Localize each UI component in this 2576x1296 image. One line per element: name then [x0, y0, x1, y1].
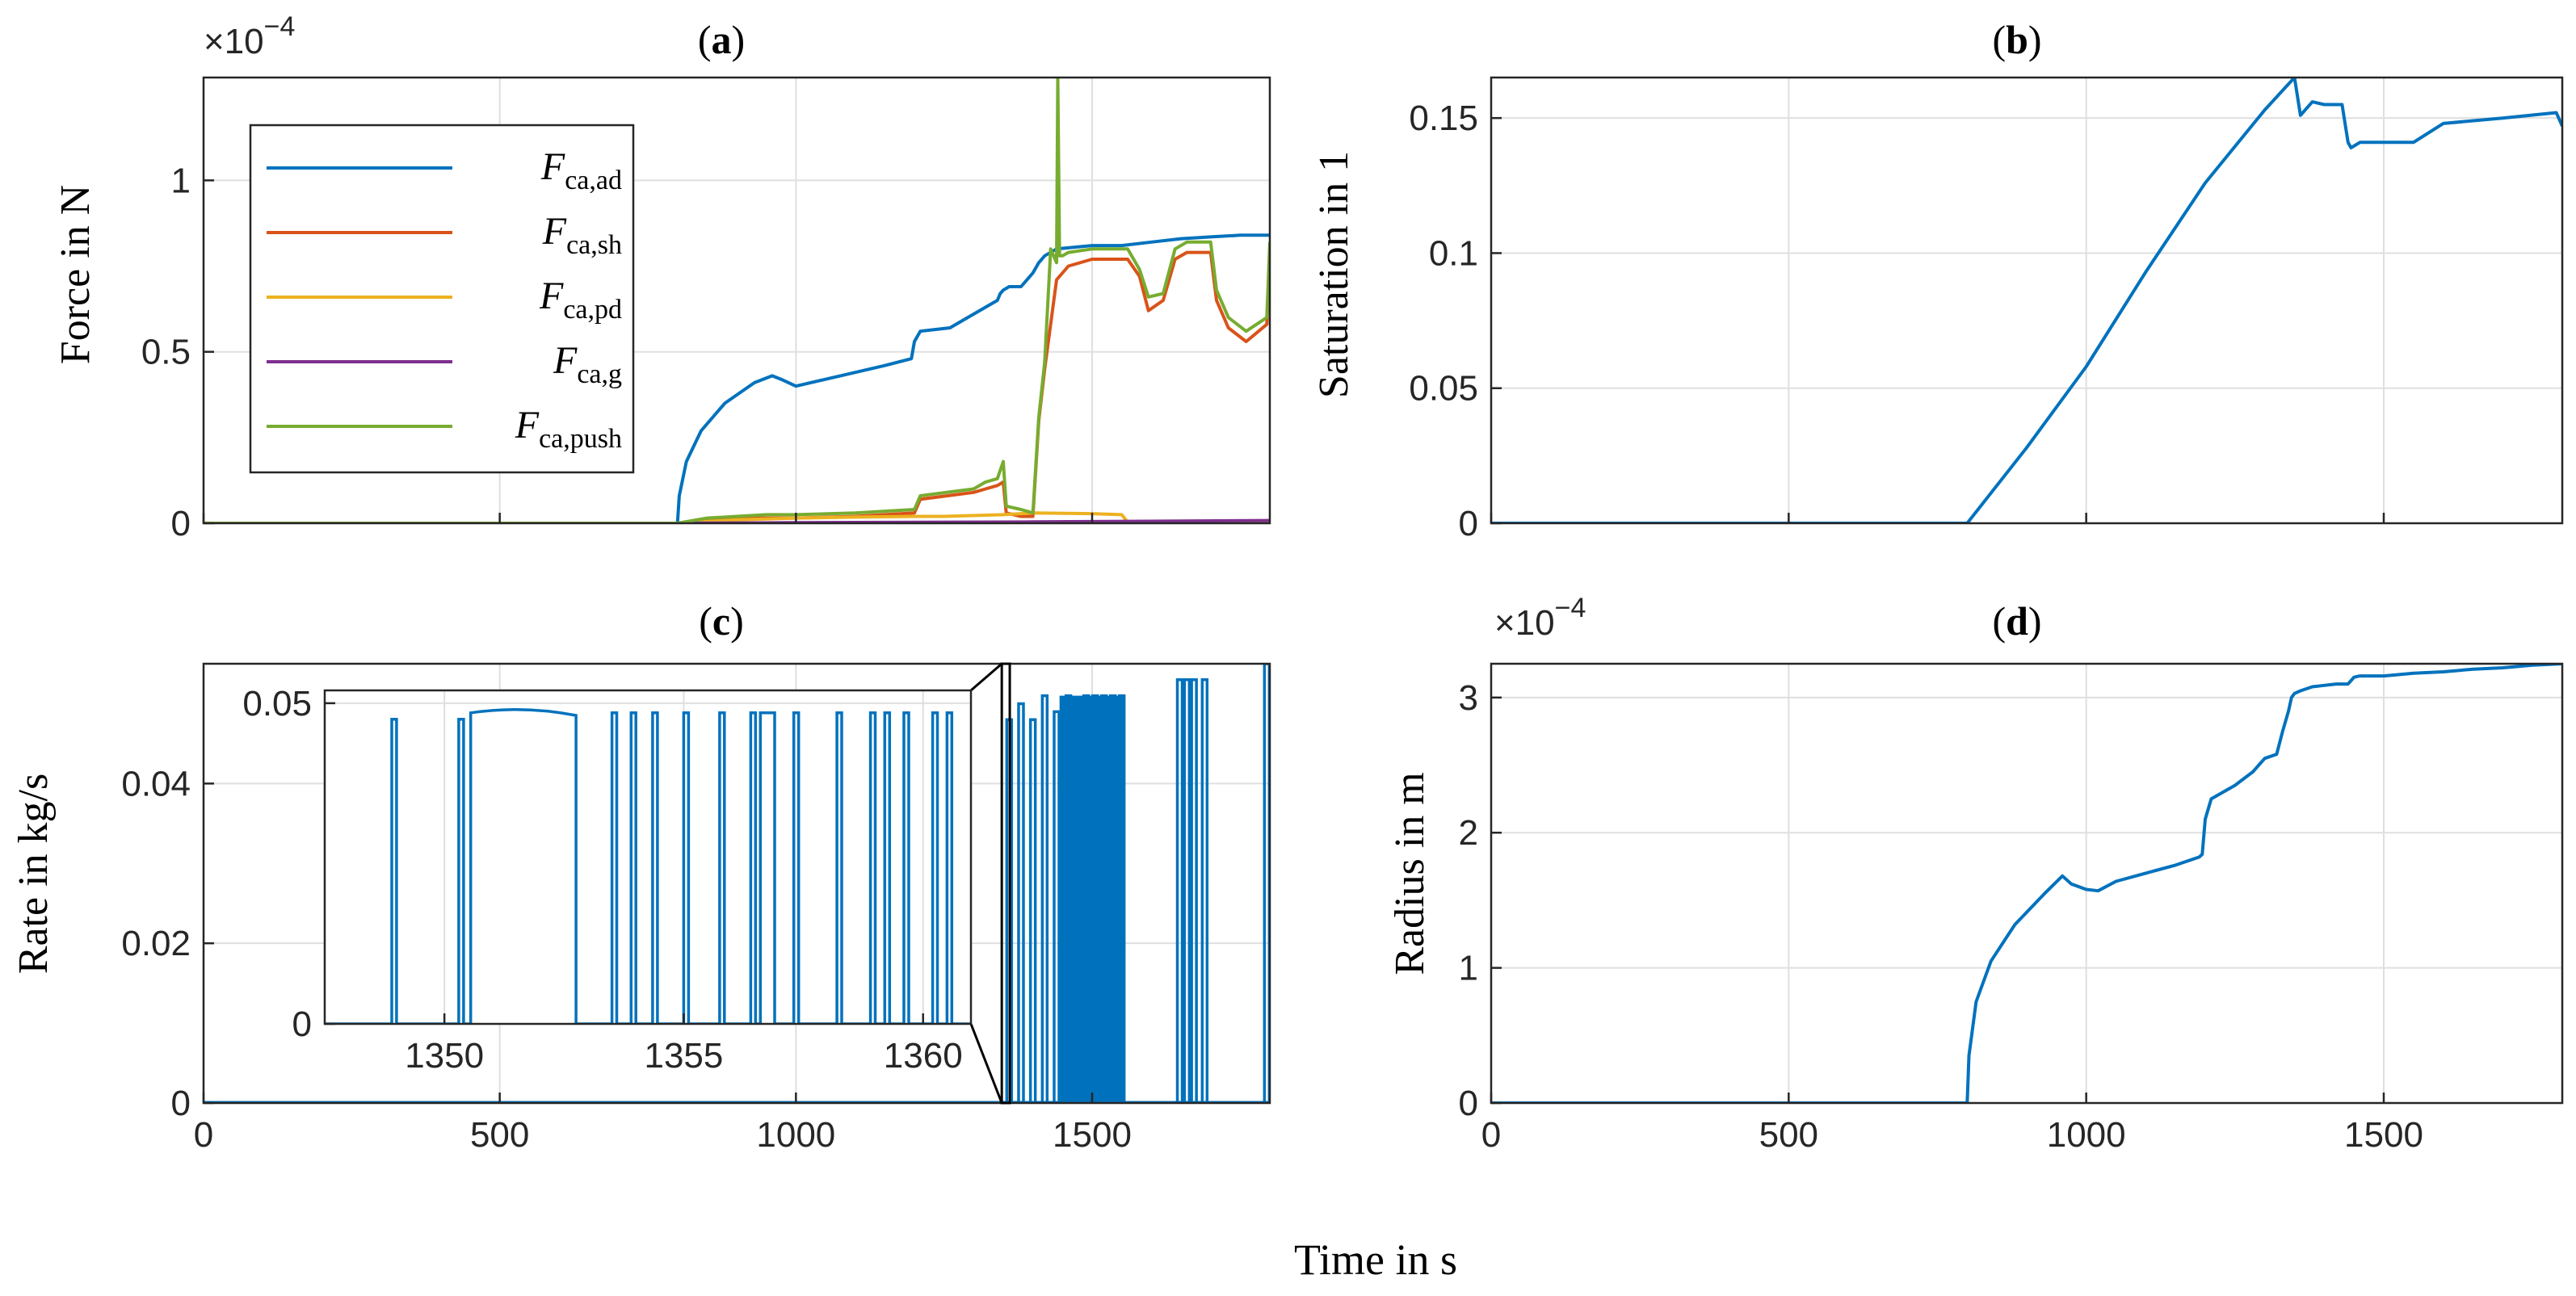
panel-a-ylabel: Force in N	[53, 185, 99, 364]
panel-a-ytick-label: 0	[171, 504, 191, 543]
panel-c-pulse	[1108, 694, 1117, 1103]
panel-c-pulse	[1117, 694, 1126, 1103]
panel-d-ytick-label: 2	[1459, 813, 1478, 853]
panel-a-axes-box	[202, 76, 1271, 525]
panel-b-axes-box	[1490, 76, 2564, 525]
zoom-region-box	[1000, 662, 1011, 1105]
panel-c-pulse	[1064, 694, 1073, 1103]
legend: Fca,ad Fca,sh Fca,pd Fca,g Fca,push	[249, 124, 635, 474]
panel-b-ytick-label: 0.15	[1409, 99, 1478, 138]
zoom-connector-top	[970, 662, 1003, 692]
panel-a-series-ca-ad	[204, 233, 1270, 523]
panel-c-pulse	[1053, 710, 1061, 1103]
x-axis-label: Time in s	[1294, 1235, 1457, 1284]
panel-c-ytick-label: 0.02	[121, 924, 191, 963]
panel-b-ytick-label: 0	[1459, 504, 1478, 543]
panel-b: 0 0.05 0.1 0.15	[1409, 76, 2564, 543]
panel-d-ytick-label: 0	[1459, 1084, 1478, 1123]
panel-c-pulse	[1183, 678, 1191, 1103]
panel-a: 00.51	[141, 76, 1271, 543]
panel-c-pulse	[1099, 694, 1108, 1103]
panel-c-ylabel: Rate in kg/s	[11, 774, 57, 974]
zoom-connector-bottom	[969, 1023, 1003, 1104]
panel-b-ytick-label: 0.1	[1429, 233, 1478, 273]
legend-label-ca-sh: Fca,sh	[542, 210, 622, 260]
panel-c-pulse	[1263, 664, 1270, 1103]
panel-c-title: (c)	[699, 598, 744, 644]
panel-a-series-ca-pd	[204, 511, 1270, 523]
inset-xtick-label: 1355	[644, 1036, 723, 1076]
panel-c-axes-box	[202, 662, 1271, 1105]
panel-c-pulse	[1200, 678, 1209, 1103]
panel-d-ytick-label: 1	[1459, 949, 1478, 988]
panel-d-title: (d)	[1992, 598, 2041, 644]
panel-a-ytick-label: 1	[171, 161, 191, 200]
panel-c-pulse	[1028, 718, 1037, 1103]
panel-d-ytick-label: 3	[1459, 678, 1478, 718]
panel-c-xtick-label: 500	[470, 1115, 529, 1155]
panel-c-pulse	[1073, 702, 1082, 1103]
panel-d-axes-box	[1490, 662, 2564, 1105]
legend-label-ca-g: Fca,g	[553, 339, 622, 389]
panel-b-title: (b)	[1992, 17, 2041, 62]
panel-d-xtick-label: 0	[1481, 1115, 1501, 1155]
panel-c-ytick-label: 0.04	[121, 764, 191, 803]
inset-rate-series	[325, 707, 971, 1024]
legend-label-ca-ad: Fca,ad	[540, 145, 622, 195]
panel-c-pulse	[1175, 678, 1184, 1103]
panel-c-pulse	[1082, 694, 1090, 1103]
panel-d-multiplier: ×10−4	[1494, 593, 1586, 643]
panel-c-pulse	[1190, 678, 1198, 1103]
panel-c-pulse	[1017, 702, 1025, 1103]
panel-b-series-Saturation	[1491, 78, 2562, 523]
panel-c: 0 500 1000 1500 0 0.02 0.04	[121, 662, 1271, 1155]
panel-d: 0 500 1000 1500 0 1 2 3	[1459, 662, 2564, 1155]
panel-a-title: (a)	[698, 17, 745, 62]
panel-d-xtick-label: 500	[1759, 1115, 1818, 1155]
inset-ytick-label: 0	[292, 1005, 312, 1044]
panel-a-multiplier: ×10−4	[204, 11, 295, 61]
panel-c-pulse	[1090, 694, 1099, 1103]
panel-d-ylabel: Radius in m	[1387, 772, 1433, 975]
panel-a-ytick-label: 0.5	[141, 333, 191, 372]
inset-ytick-label: 0.05	[242, 684, 312, 723]
panel-c-xtick-label: 1500	[1053, 1115, 1132, 1155]
panel-d-xtick-label: 1000	[2047, 1115, 2126, 1155]
panel-d-xtick-label: 1500	[2344, 1115, 2423, 1155]
panel-b-ytick-label: 0.05	[1409, 369, 1478, 409]
panel-a-series-ca-push	[204, 78, 1270, 523]
panel-c-ytick-label: 0	[171, 1084, 191, 1123]
panel-c-xtick-label: 1000	[756, 1115, 835, 1155]
panel-c-xtick-label: 0	[194, 1115, 213, 1155]
inset-xtick-label: 1360	[884, 1036, 963, 1076]
panel-d-series-Radius	[1491, 664, 2562, 1103]
legend-label-ca-pd: Fca,pd	[539, 275, 622, 325]
inset-zoom: 1350 1355 1360 0 0.05	[242, 684, 973, 1076]
panel-b-ylabel: Saturation in 1	[1311, 151, 1357, 398]
inset-axes-box	[323, 689, 973, 1025]
panel-c-pulse	[1040, 694, 1049, 1103]
inset-background	[325, 690, 971, 1024]
inset-xtick-label: 1350	[405, 1036, 484, 1076]
legend-label-ca-push: Fca,push	[515, 404, 622, 454]
